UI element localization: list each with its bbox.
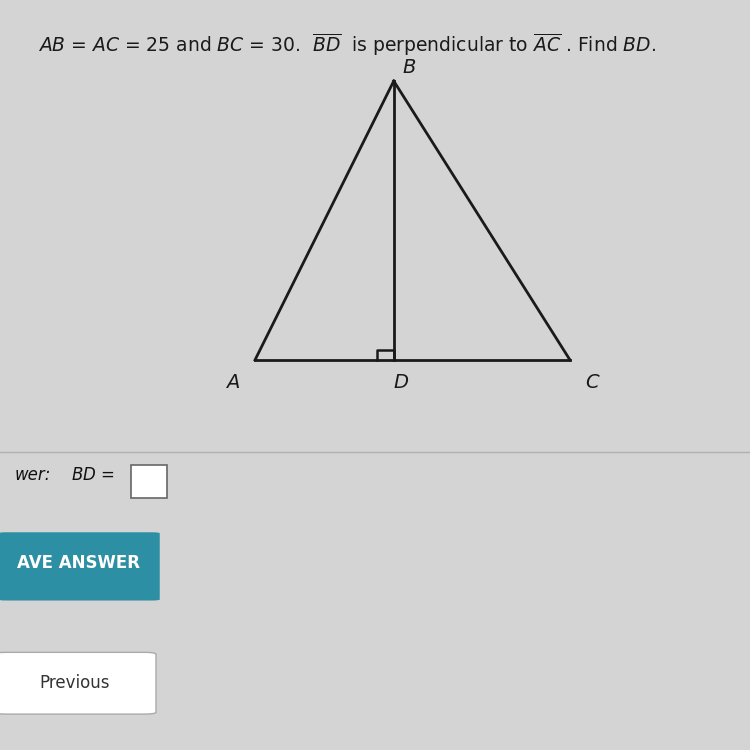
Text: C: C	[586, 373, 599, 392]
Text: AVE ANSWER: AVE ANSWER	[17, 554, 140, 572]
FancyBboxPatch shape	[131, 465, 167, 498]
FancyBboxPatch shape	[0, 532, 160, 601]
Text: B: B	[402, 58, 416, 77]
FancyBboxPatch shape	[0, 652, 156, 714]
Text: D: D	[394, 373, 409, 392]
Text: wer:: wer:	[15, 466, 51, 484]
Text: Previous: Previous	[40, 674, 110, 692]
Text: $\mathit{BD}$ =: $\mathit{BD}$ =	[71, 466, 115, 484]
Text: $\mathit{AB}$ = $\mathit{AC}$ = 25 and $\mathit{BC}$ = 30.  $\overline{\mathit{B: $\mathit{AB}$ = $\mathit{AC}$ = 25 and $…	[38, 32, 656, 58]
Text: A: A	[226, 373, 239, 392]
